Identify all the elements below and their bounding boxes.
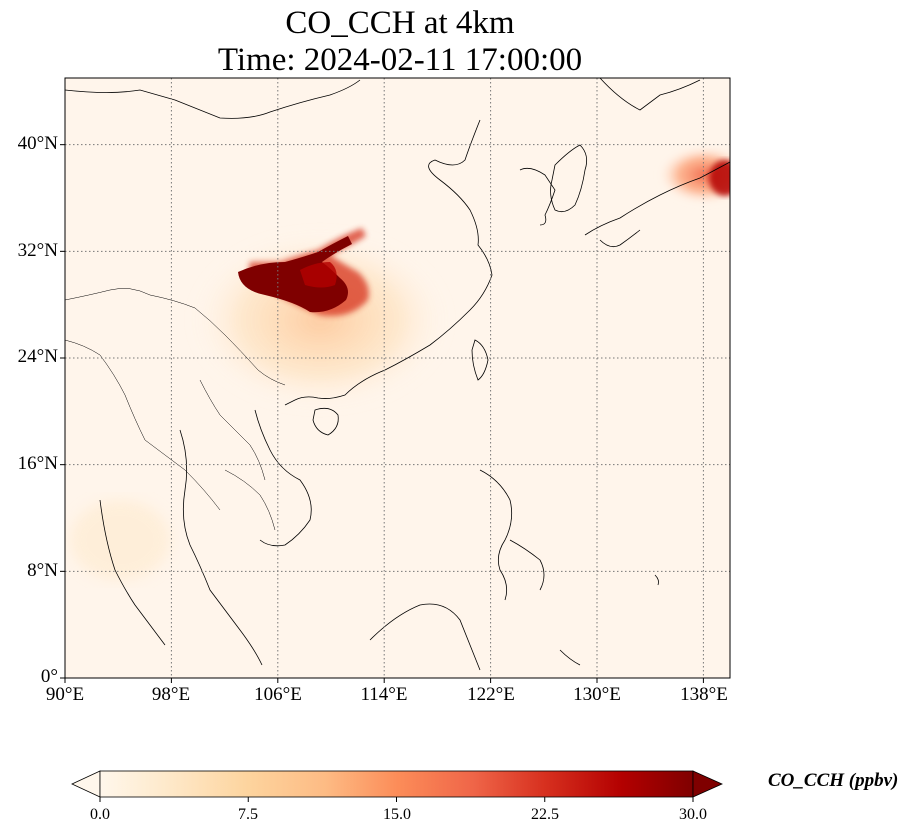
gridlines — [60, 78, 730, 683]
lon-label-130: 130°E — [573, 684, 621, 705]
colorbar-tick-label-1: 7.5 — [238, 806, 258, 823]
lon-label-90: 90°E — [45, 684, 85, 705]
map-title-line1: CO_CCH at 4km — [285, 5, 515, 41]
colorbar-ticks — [99, 797, 694, 802]
colorbar-label: CO_CCH (ppbv) — [768, 770, 899, 791]
lat-label-8: 8°N — [27, 560, 58, 581]
lat-label-16: 16°N — [17, 453, 58, 474]
lat-label-24: 24°N — [17, 346, 58, 367]
lon-label-98: 98°E — [151, 684, 191, 705]
colorbar — [71, 770, 723, 802]
concentration-field — [65, 78, 730, 671]
map-frame — [64, 77, 731, 679]
lon-label-106: 106°E — [254, 684, 302, 705]
map-title-line2: Time: 2024-02-11 17:00:00 — [217, 42, 583, 78]
lon-label-114: 114°E — [360, 684, 408, 705]
lat-label-40: 40°N — [17, 133, 58, 154]
co-plume-south-china — [238, 228, 369, 316]
colorbar-tick-label-2: 15.0 — [383, 806, 411, 823]
colorbar-tick-label-0: 0.0 — [90, 806, 110, 823]
colorbar-extend-min — [71, 770, 101, 798]
colorbar-gradient — [99, 770, 694, 798]
lon-label-122: 122°E — [467, 684, 515, 705]
colorbar-tick-label-3: 22.5 — [531, 806, 559, 823]
colorbar-extend-max — [692, 770, 723, 798]
co-plume-japan — [657, 145, 730, 205]
coastlines — [65, 78, 730, 671]
colorbar-tick-label-4: 30.0 — [679, 806, 707, 823]
lat-label-32: 32°N — [17, 240, 58, 261]
country-borders — [65, 288, 286, 531]
lon-label-138: 138°E — [680, 684, 728, 705]
lat-label-0: 0° — [40, 666, 58, 687]
